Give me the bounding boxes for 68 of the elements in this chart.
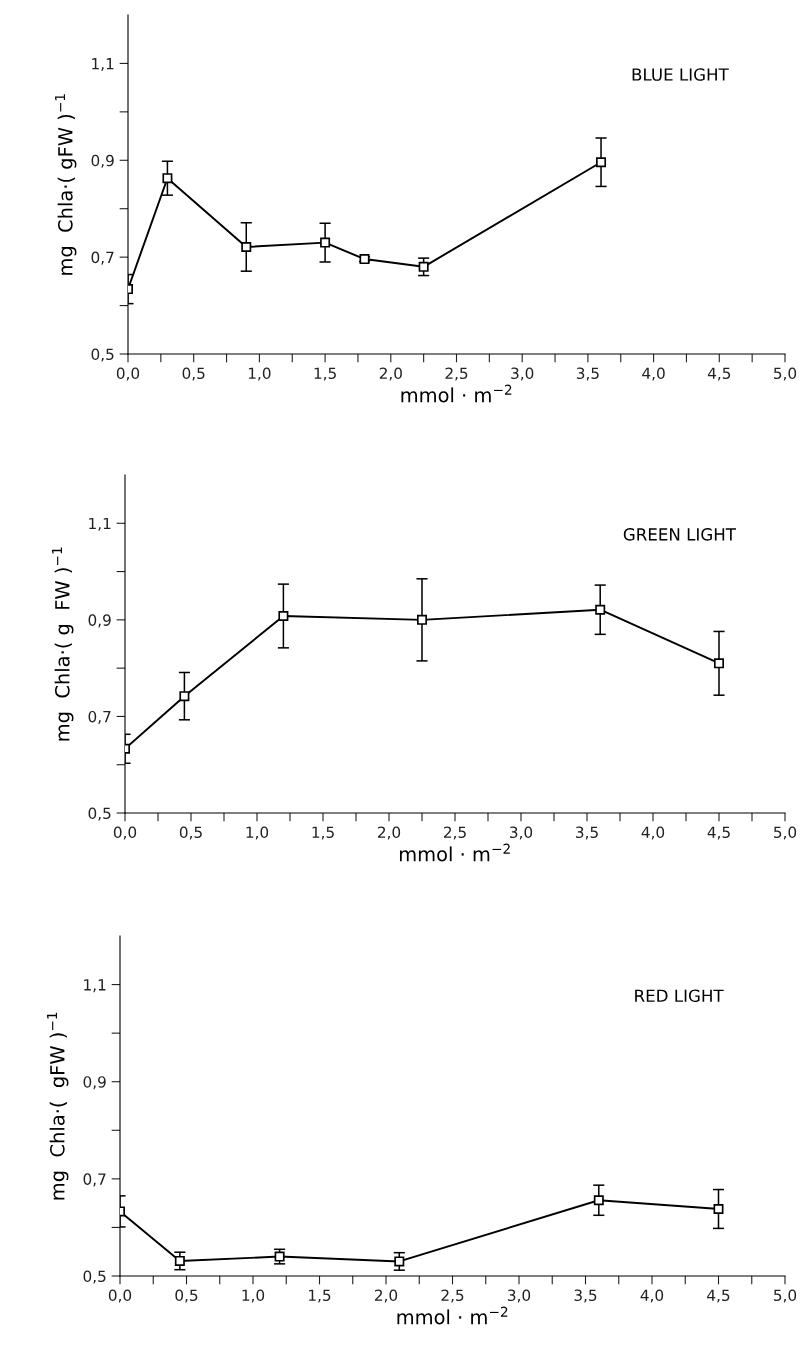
x-tick-label: 1,0 [246,826,269,840]
annotation: BLUE LIGHT [632,68,729,81]
point [179,691,190,702]
x-tick-label: 0,5 [182,367,205,381]
x-tick-label: 2,5 [445,367,468,381]
x-tick-label: 1,0 [248,367,271,381]
annotation: RED LIGHT [635,989,724,1003]
x-tick-label: 5,0 [774,826,797,840]
x-axis-title: mmol · m$^{−2}$ [399,843,510,862]
x-tick-label: 4,0 [641,826,665,840]
y-tick-label: 0,5 [91,348,114,362]
x-tick-label: 5,0 [774,1289,797,1303]
annotation: GREEN LIGHT [623,528,737,541]
point [595,604,606,615]
x-tick-label: 2,0 [374,1289,398,1303]
x-tick-label: 4,5 [707,367,731,381]
x-tick-label: 3,5 [576,367,599,381]
x-tick-label: 1,5 [309,1289,331,1303]
x-tick-label: 1,5 [312,826,334,840]
y-tick-label: 0,5 [88,807,111,821]
x-tick-label: 4,0 [640,1289,664,1303]
x-tick-label: 2,5 [443,826,466,840]
x-tick-label: 0,0 [108,1289,132,1303]
x-tick-label: 3,0 [511,367,534,381]
y-tick-label: 1,1 [89,517,111,531]
y-tick-label: 1,1 [92,58,114,72]
x-tick-label: 4,5 [707,826,730,840]
y-tick-label: 0,7 [88,710,111,725]
y-axis-title: mg Chla·( gFW )$^{−1}$ [47,1012,69,1200]
point [174,1255,185,1266]
x-tick-label: 4,5 [707,1289,730,1303]
point [241,241,252,252]
point [596,157,607,168]
y-tick-label: 1,1 [84,979,106,993]
x-axis-title: mmol · m$^{−2}$ [397,1306,508,1325]
x-tick-label: 1,5 [314,367,336,381]
y-tick-label: 0,9 [91,154,114,168]
point [278,610,289,621]
x-tick-label: 3,0 [510,826,533,840]
x-tick-label: 2,0 [377,826,401,840]
y-tick-label: 0,7 [91,251,114,265]
x-tick-label: 4,0 [642,367,665,381]
y-tick-label: 0,9 [88,614,111,628]
y-tick-label: 0,9 [83,1076,106,1090]
x-tick-label: 0,5 [179,826,202,840]
x-tick-label: 0,0 [113,826,137,840]
y-axis-title: mg Chla·( g FW )$^{−1}$ [52,547,74,741]
point [394,1256,405,1267]
x-tick-label: 2,0 [379,367,402,381]
point [320,237,331,248]
x-tick-label: 1,0 [242,1289,265,1303]
x-tick-label: 0,0 [116,367,140,381]
point [162,173,173,184]
x-tick-label: 3,5 [574,1289,597,1303]
point [713,1203,724,1214]
point [416,614,428,625]
x-axis-title: mmol · m$^{−2}$ [401,384,512,403]
y-axis-title: mg Chla·( gFW )$^{−1}$ [55,94,77,275]
point [593,1195,604,1206]
x-tick-label: 3,5 [576,826,598,840]
y-tick-label: 0,7 [83,1173,106,1187]
x-tick-label: 3,0 [508,1289,531,1303]
x-tick-label: 5,0 [774,367,797,381]
point [713,658,725,669]
x-tick-label: 2,5 [441,1289,464,1303]
point [418,261,429,272]
x-tick-label: 0,5 [175,1289,198,1303]
y-tick-label: 0,5 [83,1270,106,1284]
